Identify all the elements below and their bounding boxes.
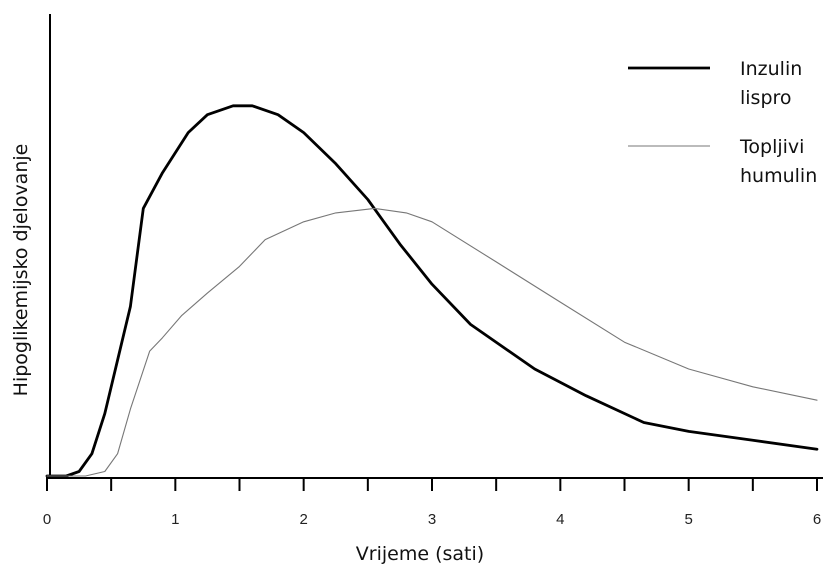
legend: Inzulin lispro Topljivi humulin: [628, 58, 817, 187]
legend-label: humulin: [740, 165, 817, 187]
x-tick-label: 2: [299, 511, 307, 528]
x-tick-label: 1: [171, 511, 179, 528]
legend-label: Topljivi: [739, 136, 804, 158]
x-axis-title: Vrijeme (sati): [356, 543, 484, 565]
y-axis-title: Hipoglikemijsko djelovanje: [10, 144, 32, 397]
legend-label: lispro: [740, 87, 792, 109]
series-line: [45, 104, 819, 478]
x-tick-label: 3: [428, 511, 436, 528]
x-tick-label: 6: [813, 511, 821, 528]
axes: [46, 14, 823, 479]
x-axis-tick-labels: 0 1 2 3 4 5 6: [43, 511, 821, 528]
x-tick-label: 4: [556, 511, 564, 528]
x-axis-ticks: [46, 478, 818, 491]
x-tick-label: 5: [684, 511, 692, 528]
series-line: [46, 207, 818, 477]
legend-label: Inzulin: [740, 58, 802, 80]
data-series: [45, 104, 819, 478]
x-tick-label: 0: [43, 511, 51, 528]
